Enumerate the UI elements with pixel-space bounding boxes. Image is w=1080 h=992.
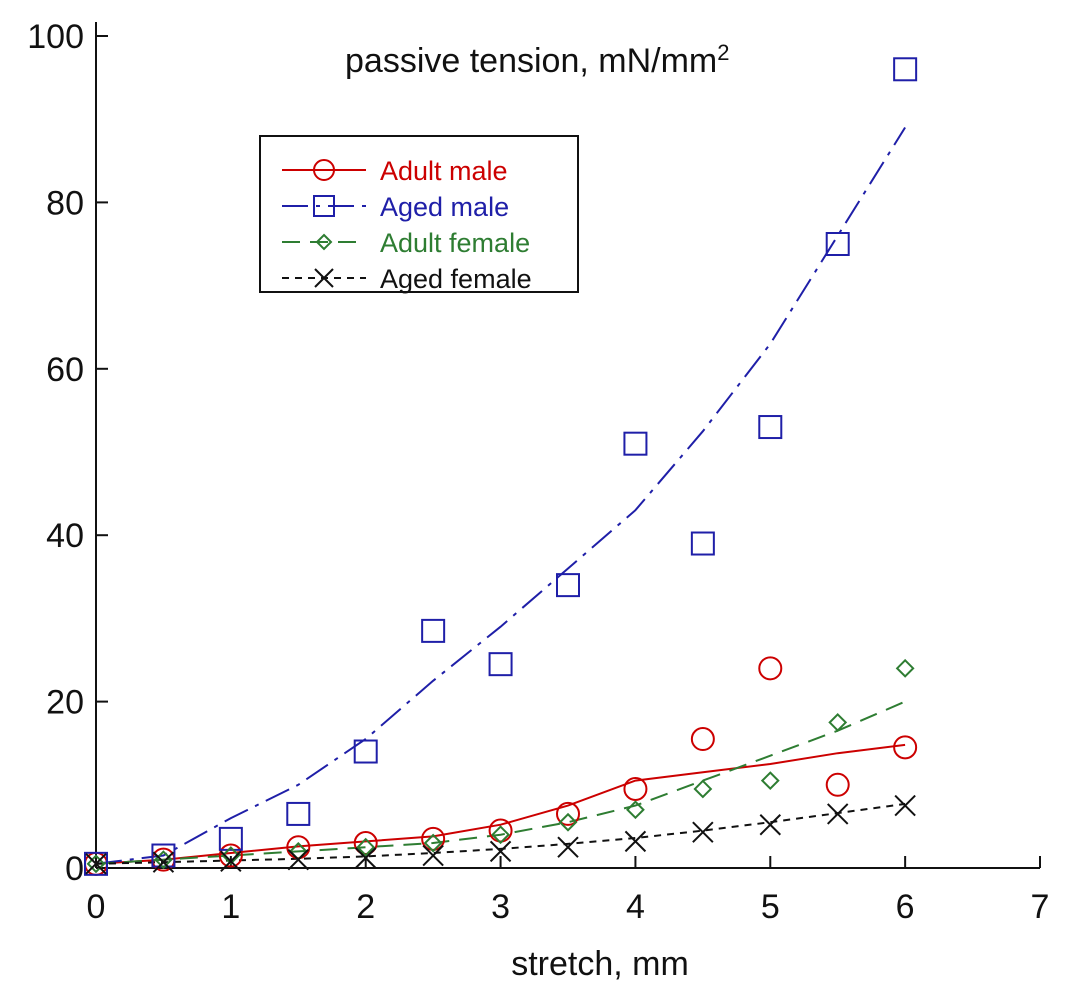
data-point-aged-female xyxy=(624,830,647,853)
series-line-adult-male xyxy=(95,743,906,865)
y-tick-label: 20 xyxy=(46,684,84,722)
data-point-adult-male xyxy=(218,843,243,868)
data-point-aged-female xyxy=(287,848,309,871)
data-point-aged-female-stroke xyxy=(624,830,647,853)
data-point-adult-female xyxy=(626,800,645,820)
data-point-aged-male xyxy=(84,851,108,876)
data-point-adult-male xyxy=(758,656,783,681)
data-point-aged-male xyxy=(758,415,783,440)
data-point-adult-male xyxy=(690,727,715,752)
data-point-aged-female-stroke xyxy=(489,840,512,863)
data-point-adult-female xyxy=(693,779,713,799)
legend-marker-aged-female xyxy=(314,268,334,288)
axes: 0 1 2 3 4 5 6 7 0 20 40 60 80 100 xyxy=(27,18,1049,926)
data-point-adult-female xyxy=(558,812,578,832)
y-tick-label: 0 xyxy=(65,850,84,888)
data-point-aged-female-stroke xyxy=(152,851,175,873)
x-tick-label: 0 xyxy=(87,888,106,926)
data-point-aged-male xyxy=(825,232,850,256)
y-tick-label: 80 xyxy=(46,184,84,222)
data-point-aged-female-stroke xyxy=(422,844,444,867)
data-point-aged-female-stroke xyxy=(220,850,242,873)
data-point-adult-female xyxy=(491,825,510,845)
x-tick-label: 4 xyxy=(626,888,645,926)
data-point-aged-male xyxy=(286,801,311,826)
data-point-aged-male xyxy=(488,652,513,677)
data-point-aged-male xyxy=(353,739,378,764)
data-point-adult-male xyxy=(893,735,918,760)
data-point-aged-male xyxy=(421,618,446,643)
data-point-adult-female xyxy=(828,712,848,732)
data-point-aged-male xyxy=(556,573,580,598)
data-point-aged-female-stroke xyxy=(827,803,849,825)
chart-title-text: passive tension, mN/mm xyxy=(345,42,717,80)
data-point-adult-male xyxy=(556,801,580,826)
data-point-aged-female-stroke xyxy=(85,853,107,875)
data-point-adult-female xyxy=(221,846,241,865)
data-point-aged-female-stroke xyxy=(355,847,377,869)
data-point-adult-female xyxy=(86,854,106,874)
data-point-aged-female-stroke xyxy=(894,794,916,817)
data-point-aged-female xyxy=(152,851,175,873)
x-tick-label: 7 xyxy=(1031,888,1050,926)
legend-marker-adult-female xyxy=(315,233,333,251)
x-tick-label: 5 xyxy=(761,888,780,926)
data-point-aged-female xyxy=(220,850,242,873)
data-point-aged-female xyxy=(759,814,781,836)
series-line-adult-female xyxy=(95,700,906,865)
legend-marker-adult-male xyxy=(313,159,335,181)
data-point-adult-female xyxy=(760,771,780,791)
legend-marker-aged-female-stroke xyxy=(314,268,334,288)
data-point-aged-female xyxy=(827,803,849,825)
x-axis-title: stretch, mm xyxy=(511,945,689,983)
legend-label-aged-male: Aged male xyxy=(380,192,509,222)
chart-title: passive tension, mN/mm2 xyxy=(345,40,729,80)
data-point-adult-female xyxy=(356,837,376,857)
data-point-adult-female xyxy=(423,833,443,853)
y-tick-label: 60 xyxy=(46,351,84,389)
data-point-aged-female xyxy=(557,836,579,858)
data-point-aged-female xyxy=(894,794,916,817)
data-point-aged-female xyxy=(489,840,512,863)
data-point-aged-female-stroke xyxy=(557,836,579,858)
data-point-aged-female-stroke xyxy=(287,848,309,871)
data-point-aged-male xyxy=(893,57,918,82)
legend-marker-aged-male xyxy=(313,195,335,217)
data-point-aged-male xyxy=(623,431,648,456)
x-tick-label: 3 xyxy=(491,888,510,926)
x-tick-label: 2 xyxy=(356,888,375,926)
data-point-adult-male xyxy=(488,818,513,843)
y-tick-label: 40 xyxy=(46,517,84,555)
legend-label-aged-female: Aged female xyxy=(380,264,532,294)
data-point-aged-female-stroke xyxy=(759,814,781,836)
x-tick-label: 6 xyxy=(896,888,915,926)
data-point-aged-female xyxy=(355,847,377,869)
legend-label-adult-male: Adult male xyxy=(380,156,508,186)
data-point-adult-male xyxy=(623,776,648,801)
legend-label-adult-female: Adult female xyxy=(380,228,530,258)
data-point-aged-female xyxy=(422,844,444,867)
data-point-aged-female xyxy=(85,853,107,875)
legend: Adult male Aged male Adult female Aged fema… xyxy=(259,135,579,294)
chart-title-superscript: 2 xyxy=(717,40,729,65)
data-point-aged-male xyxy=(690,531,715,556)
data-point-adult-male xyxy=(825,772,850,797)
y-tick-label: 100 xyxy=(27,18,84,56)
series-data-points xyxy=(84,57,918,876)
data-point-aged-female-stroke xyxy=(692,821,714,843)
data-point-adult-female xyxy=(895,658,915,678)
data-point-aged-female xyxy=(692,821,714,843)
series-line-aged-male xyxy=(95,126,906,865)
data-point-aged-male xyxy=(218,826,243,851)
x-tick-label: 1 xyxy=(221,888,240,926)
